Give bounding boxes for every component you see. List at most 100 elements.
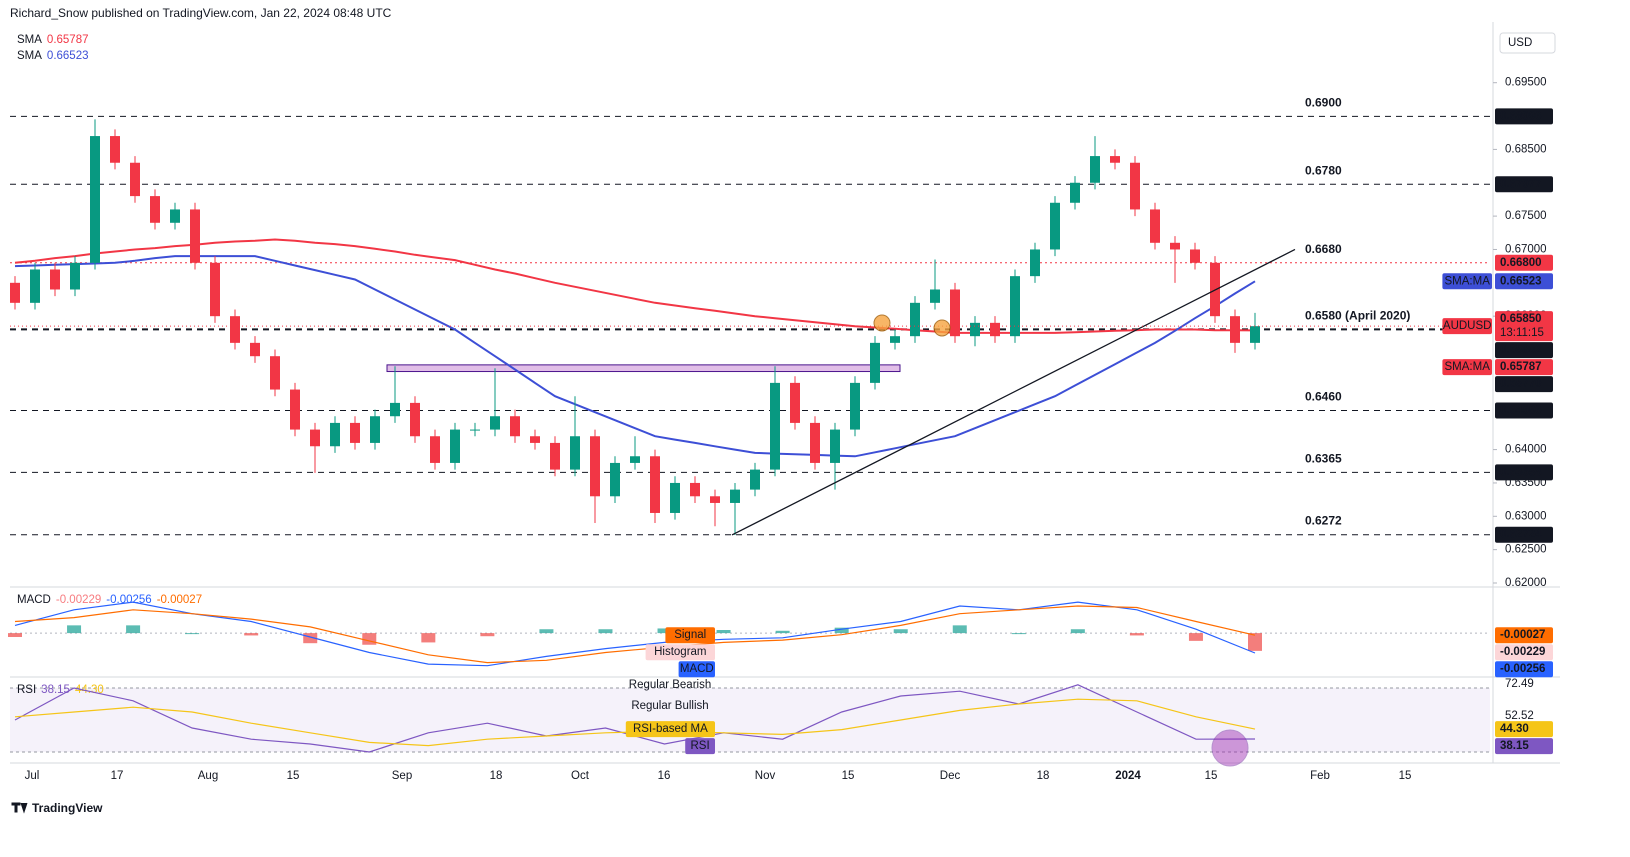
- marker-circle: [933, 319, 951, 337]
- histogram-bar: [1188, 633, 1203, 641]
- candle-body: [950, 289, 960, 337]
- legend-value: 38.15: [41, 684, 70, 696]
- histogram-bar: [1248, 633, 1262, 651]
- x-tick-label: Aug: [198, 770, 218, 782]
- price-badge: [1495, 526, 1553, 543]
- x-tick-label: 18: [490, 770, 503, 782]
- histogram-bar: [834, 627, 849, 634]
- candle-body: [30, 269, 40, 303]
- currency-box[interactable]: [1499, 32, 1556, 54]
- price-badge-label: 44.30: [1500, 723, 1529, 735]
- histogram-bar: [716, 630, 731, 634]
- candle-body: [210, 262, 220, 317]
- rsi-axis-label: 72.49: [1505, 678, 1534, 690]
- level-label: 0.6680: [1305, 242, 1342, 256]
- x-tick-label: 15: [842, 770, 855, 782]
- candle-body: [130, 162, 140, 197]
- macd-line: [14, 601, 1256, 667]
- name-badge-label: RSI: [691, 740, 710, 752]
- marker-circle: [1211, 729, 1249, 767]
- histogram-bar: [362, 633, 377, 645]
- candle-body: [570, 436, 580, 470]
- y-tick-label: 0.63000: [1505, 510, 1547, 522]
- legend-value: 44.30: [75, 684, 104, 696]
- name-badge-label: RSI-based MA: [633, 723, 708, 735]
- price-badge-label: 0.64586: [1500, 404, 1542, 416]
- histogram-bar: [598, 629, 613, 634]
- histogram-bar: [421, 633, 436, 643]
- legend-name: SMA: [17, 34, 42, 46]
- candle-body: [470, 429, 480, 431]
- candle-body: [550, 442, 560, 470]
- name-badge-label: SMA:MA: [1445, 275, 1491, 287]
- x-tick-label: Oct: [571, 770, 590, 782]
- candle-body: [970, 322, 980, 337]
- name-badge-label: Histogram: [654, 646, 706, 658]
- candle-body: [650, 456, 660, 513]
- name-badge: [1442, 359, 1492, 376]
- sma-line: [14, 238, 1256, 334]
- candle-body: [1170, 242, 1180, 250]
- level-label: 0.6365: [1305, 451, 1342, 465]
- x-tick-label: 15: [1205, 770, 1218, 782]
- price-badge-label: 38.15: [1500, 740, 1529, 752]
- candle-body: [910, 302, 920, 337]
- support-zone: [386, 364, 901, 373]
- name-badge-label: SMA:MA: [1445, 361, 1491, 373]
- candle-body: [170, 209, 180, 223]
- histogram-bar: [1129, 633, 1144, 636]
- header: Richard_Snow published on TradingView.co…: [10, 6, 392, 20]
- candle-body: [730, 489, 740, 503]
- level-label: 0.6900: [1305, 95, 1342, 109]
- candle-body: [10, 282, 20, 303]
- candle-body: [770, 382, 780, 470]
- x-tick-label: Jul: [25, 770, 40, 782]
- y-tick-label: 0.69500: [1505, 77, 1547, 89]
- histogram-bar: [480, 633, 495, 637]
- candle-body: [1070, 182, 1080, 203]
- y-tick-label: 0.67500: [1505, 210, 1547, 222]
- price-badge-label: 0.62724: [1500, 529, 1542, 541]
- legend-value: 0.66523: [47, 50, 89, 62]
- candle-body: [70, 262, 80, 290]
- name-badge: [625, 721, 715, 738]
- price-badge: [1495, 273, 1553, 290]
- candle-body: [590, 436, 600, 497]
- price-badge-label: -0.00256: [1500, 663, 1545, 675]
- price-badge: [1495, 108, 1553, 125]
- legend-value: 0.65787: [47, 34, 89, 46]
- price-badge-label: -0.00027: [1500, 629, 1545, 641]
- histogram-bar: [657, 628, 672, 634]
- histogram-bar: [539, 629, 554, 634]
- candle-body: [610, 462, 620, 497]
- name-badge-label: AUDUSD: [1443, 320, 1492, 332]
- price-badge: [1495, 311, 1553, 342]
- candle-body: [670, 482, 680, 513]
- legend-name: SMA: [17, 50, 42, 62]
- candle-body: [850, 382, 860, 430]
- histogram-bar: [1070, 629, 1085, 634]
- y-tick-label: 0.64000: [1505, 444, 1547, 456]
- price-badge: [1495, 376, 1553, 393]
- x-tick-label: 18: [1037, 770, 1050, 782]
- legend-entry: SMA 0.66523: [17, 50, 89, 62]
- histogram-bar: [244, 633, 259, 636]
- x-tick-label: 15: [287, 770, 300, 782]
- candle-body: [830, 429, 840, 463]
- price-badge-label: 0.68996: [1500, 110, 1542, 122]
- candle-body: [1130, 162, 1140, 210]
- histogram-bar: [126, 625, 141, 634]
- footer: TradingView: [32, 801, 103, 815]
- legend-title: RSI: [17, 684, 36, 696]
- sma-line: [14, 255, 1256, 458]
- candle-body: [330, 422, 340, 447]
- histogram-bar: [303, 633, 318, 644]
- price-badge-label: 0.65802: [1500, 344, 1542, 356]
- histogram-bar: [1011, 633, 1026, 635]
- candle-body: [290, 389, 300, 430]
- price-badge: [1495, 342, 1553, 359]
- candle-body: [230, 316, 240, 343]
- candle-body: [510, 416, 520, 437]
